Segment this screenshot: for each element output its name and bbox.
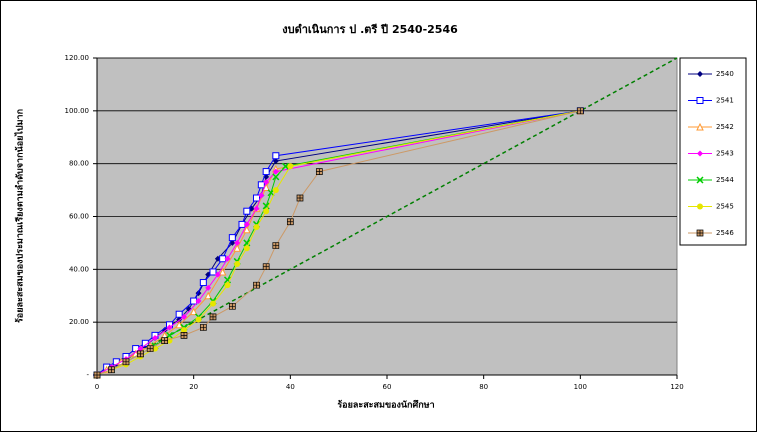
legend-marker (697, 203, 703, 210)
marker (253, 281, 260, 289)
marker (272, 152, 280, 160)
legend-label: 2540 (716, 70, 734, 78)
legend-label: 2545 (716, 203, 734, 211)
legend-label: 2546 (716, 229, 734, 237)
x-tick-label: 20 (189, 383, 198, 391)
marker (286, 218, 294, 226)
marker (209, 313, 217, 321)
marker (181, 313, 187, 320)
legend-marker (696, 176, 704, 184)
y-tick-label: 100.00 (65, 107, 90, 115)
marker (195, 298, 202, 305)
x-tick-label: 100 (574, 383, 587, 391)
marker (272, 168, 279, 175)
marker (189, 307, 198, 316)
legend-marker (696, 122, 704, 131)
y-axis-title: ร้อยละสะสมของประมาณเรียงตามลำดับจากน้อยไ… (14, 109, 26, 323)
marker (224, 255, 231, 262)
marker (205, 284, 212, 291)
marker (576, 107, 584, 115)
marker (263, 208, 270, 215)
legend-label: 2544 (716, 176, 734, 184)
marker (243, 225, 251, 234)
y-tick-label: 20.00 (69, 318, 89, 326)
y-tick-label: 40.00 (69, 265, 89, 273)
legend-marker (696, 97, 704, 104)
marker (234, 239, 241, 246)
marker (243, 245, 250, 252)
marker (263, 179, 270, 186)
x-axis-title: ร้อยละสะสมของนักศึกษา (337, 400, 434, 411)
x-tick-label: 120 (670, 383, 683, 391)
marker (281, 162, 290, 170)
legend-label: 2543 (716, 150, 734, 158)
y-tick-label: 80.00 (69, 160, 89, 168)
marker (214, 271, 221, 278)
y-tick-label: 60.00 (69, 213, 89, 221)
x-tick-label: 60 (383, 383, 392, 391)
marker (195, 316, 202, 323)
marker (272, 158, 279, 165)
marker (108, 366, 115, 374)
legend-box (679, 57, 747, 246)
y-tick-label: - (86, 371, 89, 379)
x-tick-label: 80 (479, 383, 488, 391)
marker (234, 261, 241, 268)
x-tick-label: 40 (286, 383, 295, 391)
marker (199, 279, 207, 287)
diagonal-line (96, 57, 678, 376)
legend-label: 2542 (716, 123, 734, 131)
legend-marker (697, 150, 703, 157)
marker (224, 282, 231, 289)
marker (93, 371, 101, 379)
marker (243, 207, 251, 215)
marker (137, 345, 144, 352)
marker (262, 168, 270, 176)
marker (166, 324, 173, 331)
marker (218, 267, 227, 276)
marker (210, 300, 216, 307)
marker (258, 192, 265, 199)
x-tick-label: 0 (95, 383, 99, 391)
marker (287, 163, 294, 170)
marker (253, 205, 260, 212)
legend-marker (696, 229, 704, 237)
marker (204, 291, 212, 300)
legend-label: 2541 (716, 97, 734, 105)
marker (272, 242, 280, 249)
marker (253, 224, 260, 231)
marker (180, 332, 188, 339)
marker (161, 337, 169, 345)
chart-title: งบดำเนินการ ป .ตรี ปี 2540-2546 (282, 23, 458, 36)
marker (137, 350, 144, 358)
marker (296, 194, 304, 202)
marker (228, 234, 236, 242)
marker (315, 168, 323, 175)
marker (175, 310, 183, 318)
marker (253, 194, 260, 202)
marker (233, 244, 241, 252)
marker (199, 324, 207, 331)
marker (243, 221, 250, 228)
marker (209, 268, 217, 276)
marker (257, 181, 265, 189)
marker (262, 263, 270, 271)
y-tick-label: 120.00 (65, 54, 90, 62)
marker (122, 358, 130, 366)
marker (272, 173, 280, 181)
marker (181, 327, 187, 334)
legend-marker (697, 71, 703, 77)
marker (228, 302, 236, 310)
marker (152, 335, 158, 342)
marker (146, 345, 154, 352)
marker (272, 187, 279, 194)
series-line (96, 110, 581, 376)
